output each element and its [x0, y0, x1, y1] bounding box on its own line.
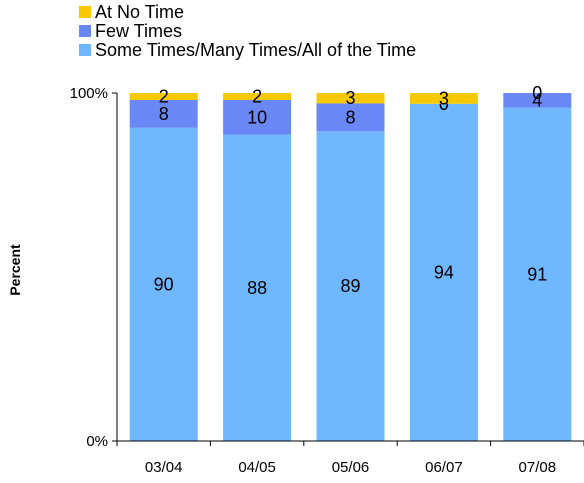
- bar-segment: [316, 93, 385, 104]
- legend-swatch: [79, 44, 91, 56]
- data-label: 4: [532, 90, 542, 110]
- data-label: 3: [345, 88, 355, 108]
- data-label: 8: [345, 107, 355, 127]
- data-label: 94: [434, 262, 454, 282]
- data-label: 91: [527, 264, 547, 284]
- data-label: 10: [247, 107, 267, 127]
- bars: 908288102898394039140: [129, 83, 572, 442]
- y-tick-label: 0%: [86, 433, 108, 450]
- x-tick-label: 04/05: [238, 459, 276, 476]
- y-axis-label: Percent: [7, 244, 23, 296]
- data-label: 8: [159, 104, 169, 124]
- x-tick-label: 03/04: [145, 459, 183, 476]
- legend-swatch: [79, 25, 91, 37]
- data-label: 0: [532, 83, 542, 103]
- bar-segment: [223, 134, 292, 441]
- x-tick-label: 07/08: [519, 459, 557, 476]
- data-label: 89: [340, 276, 360, 296]
- bar-segment: [129, 99, 198, 128]
- data-label: 2: [159, 86, 169, 106]
- legend-label: Few Times: [95, 21, 182, 41]
- x-tick-label: 05/06: [332, 459, 370, 476]
- axes: 0% 100% 03/04 04/05 05/06 06/07 07/08: [70, 85, 584, 476]
- y-tick-label: 100%: [70, 85, 108, 102]
- data-label: 88: [247, 278, 267, 298]
- bar-segment: [129, 93, 198, 100]
- bar-segment: [129, 127, 198, 442]
- data-label: 3: [439, 88, 449, 108]
- bar-segment: [223, 99, 292, 135]
- bar-segment: [316, 103, 385, 132]
- data-label: 90: [154, 274, 174, 294]
- legend-swatch: [79, 6, 91, 18]
- bar-segment: [409, 103, 478, 442]
- x-tick-label: 06/07: [425, 459, 463, 476]
- bar-segment: [503, 93, 572, 108]
- bar-segment: [503, 107, 572, 441]
- bar-segment: [223, 93, 292, 100]
- legend-label: Some Times/Many Times/All of the Time: [95, 40, 416, 60]
- bar-segment: [409, 93, 478, 104]
- legend-label: At No Time: [95, 2, 184, 22]
- bar-segment: [316, 131, 385, 441]
- data-label: 2: [252, 86, 262, 106]
